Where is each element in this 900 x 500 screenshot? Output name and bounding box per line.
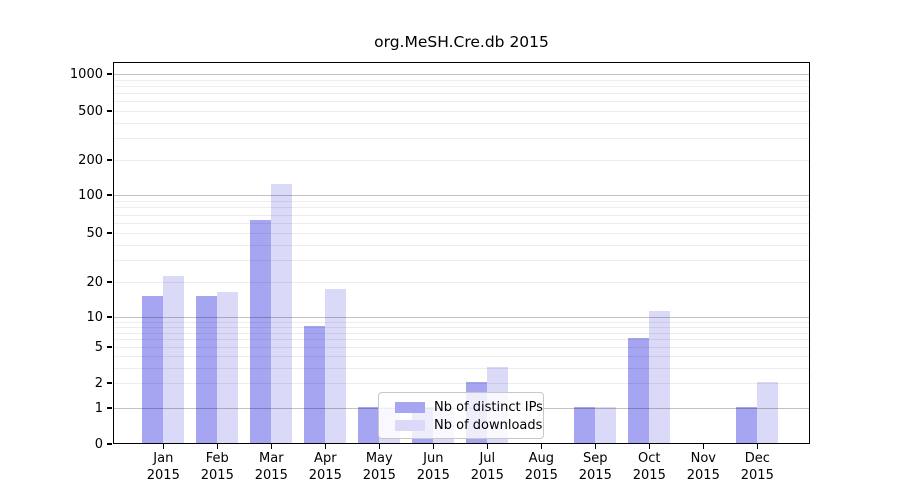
bar-downloads-oct (649, 311, 671, 443)
y-tick-label-200: 200 (78, 152, 103, 168)
x-tick-jan (162, 444, 164, 449)
gridline-minor-7 (114, 332, 809, 334)
x-tick-label-aug: Aug 2015 (524, 451, 558, 483)
gridline-minor-70 (114, 214, 809, 216)
gridline-minor-500 (114, 111, 809, 112)
plot-area (113, 62, 810, 444)
x-tick-label-may: May 2015 (362, 451, 396, 483)
bar-distinct-ips-may (358, 407, 380, 443)
gridline-minor-80 (114, 207, 809, 209)
chart-title: org.MeSH.Cre.db 2015 (374, 33, 549, 51)
x-tick-jun (432, 444, 434, 449)
y-tick-2 (107, 382, 112, 384)
gridline-minor-8 (114, 326, 809, 328)
gridline-minor-900 (114, 79, 809, 81)
bar-downloads-apr (325, 289, 347, 443)
bar-downloads-mar (271, 183, 293, 443)
gridline-major-10 (114, 317, 809, 318)
y-tick-20 (107, 281, 112, 283)
y-tick-label-1: 1 (94, 400, 103, 416)
y-tick-label-5: 5 (94, 339, 103, 355)
gridline-minor-40 (114, 245, 809, 247)
y-tick-10 (107, 316, 112, 318)
gridline-minor-400 (114, 122, 809, 124)
x-tick-nov (702, 444, 704, 449)
legend-label-distinct-ips: Nb of distinct IPs (434, 399, 543, 415)
gridline-minor-6 (114, 339, 809, 341)
y-tick-label-2: 2 (94, 375, 103, 391)
gridline-minor-300 (114, 138, 809, 140)
bar-distinct-ips-oct (628, 338, 650, 443)
gridline-minor-700 (114, 93, 809, 95)
y-tick-1 (107, 407, 112, 409)
gridline-minor-90 (114, 200, 809, 202)
gridline-major-1000 (114, 74, 809, 75)
x-tick-jul (486, 444, 488, 449)
x-tick-aug (540, 444, 542, 449)
gridline-minor-9 (114, 321, 809, 323)
y-tick-label-500: 500 (78, 103, 103, 119)
x-tick-label-mar: Mar 2015 (254, 451, 288, 483)
gridline-minor-3 (114, 368, 809, 370)
y-tick-label-100: 100 (78, 187, 103, 203)
x-tick-label-jan: Jan 2015 (146, 451, 180, 483)
x-tick-feb (216, 444, 218, 449)
x-tick-may (378, 444, 380, 449)
y-tick-label-0: 0 (94, 436, 103, 452)
y-tick-label-1000: 1000 (69, 66, 103, 82)
y-tick-label-20: 20 (86, 274, 103, 290)
x-tick-label-oct: Oct 2015 (632, 451, 666, 483)
gridline-minor-20 (114, 282, 809, 283)
bar-downloads-sep (595, 407, 617, 443)
legend-swatch-distinct-ips (395, 401, 425, 413)
x-tick-label-sep: Sep 2015 (578, 451, 612, 483)
bar-distinct-ips-sep (574, 407, 596, 443)
y-tick-5 (107, 346, 112, 348)
bar-distinct-ips-jan (142, 295, 164, 443)
x-tick-sep (594, 444, 596, 449)
y-tick-50 (107, 232, 112, 234)
x-tick-mar (270, 444, 272, 449)
legend-entry-distinct-ips: Nb of distinct IPs (387, 399, 543, 415)
gridline-minor-50 (114, 233, 809, 234)
gridline-minor-4 (114, 356, 809, 358)
x-tick-oct (648, 444, 650, 449)
x-tick-label-apr: Apr 2015 (308, 451, 342, 483)
y-tick-200 (107, 159, 112, 161)
x-tick-dec (756, 444, 758, 449)
legend-label-downloads: Nb of downloads (434, 417, 543, 433)
y-tick-label-10: 10 (86, 309, 103, 325)
legend: Nb of distinct IPs Nb of downloads (378, 392, 544, 439)
gridline-minor-60 (114, 223, 809, 225)
y-tick-100 (107, 194, 112, 196)
gridline-minor-5 (114, 347, 809, 348)
gridline-minor-2 (114, 383, 809, 384)
y-tick-1000 (107, 73, 112, 75)
y-tick-0 (107, 443, 112, 445)
x-tick-label-jun: Jun 2015 (416, 451, 450, 483)
x-tick-apr (324, 444, 326, 449)
bar-downloads-jan (163, 275, 185, 443)
gridline-minor-30 (114, 260, 809, 262)
bar-distinct-ips-mar (250, 220, 272, 443)
gridline-major-100 (114, 195, 809, 196)
bar-distinct-ips-feb (196, 295, 218, 443)
y-tick-label-50: 50 (86, 225, 103, 241)
gridline-minor-800 (114, 85, 809, 87)
x-tick-label-jul: Jul 2015 (470, 451, 504, 483)
bar-downloads-dec (757, 382, 779, 443)
y-tick-500 (107, 110, 112, 112)
x-tick-label-feb: Feb 2015 (200, 451, 234, 483)
bar-downloads-feb (217, 292, 239, 443)
legend-swatch-downloads (395, 419, 425, 431)
x-tick-label-nov: Nov 2015 (686, 451, 720, 483)
gridline-minor-200 (114, 160, 809, 161)
legend-entry-downloads: Nb of downloads (387, 417, 542, 433)
bar-distinct-ips-apr (304, 325, 326, 443)
bar-distinct-ips-dec (736, 407, 758, 443)
gridline-minor-600 (114, 101, 809, 103)
x-tick-label-dec: Dec 2015 (740, 451, 774, 483)
